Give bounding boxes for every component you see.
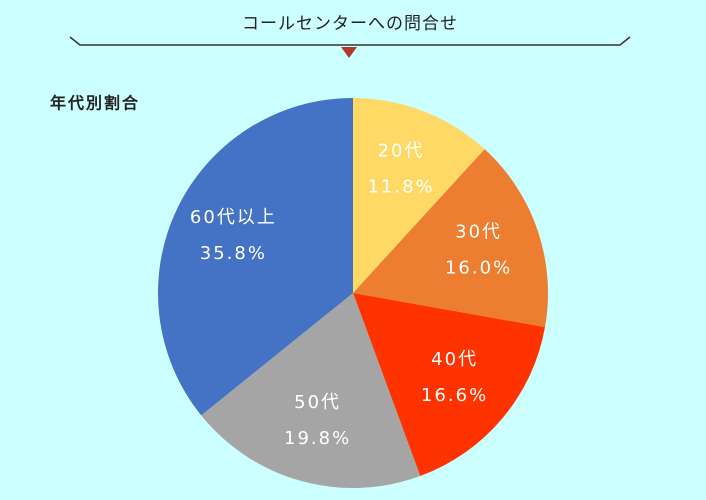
pie-slice: [353, 98, 485, 293]
slice-value-label: 16.0%: [445, 257, 512, 278]
slice-value-label: 35.8%: [200, 243, 267, 264]
slice-category-label: 60代以上: [190, 207, 277, 228]
chart-title: コールセンターへの問合せ: [242, 14, 458, 34]
chart-subtitle: 年代別割合: [50, 94, 140, 113]
title-bracket: [69, 36, 631, 46]
pie-slice: [201, 293, 421, 488]
slice-category-label: 30代: [455, 221, 502, 242]
slice-value-label: 16.6%: [421, 385, 488, 406]
pie-slice: [158, 98, 353, 416]
slice-category-label: 20代: [378, 140, 425, 161]
pie-slice: [353, 149, 548, 328]
pie: 20代 11.8% 30代 16.0% 40代 16.6% 50代 19.8% 60代以上 35.…: [158, 98, 548, 488]
pie-slice: [353, 293, 545, 477]
slice-value-label: 11.8%: [367, 176, 434, 197]
slice-category-label: 50代: [294, 392, 341, 413]
slice-category-label: 40代: [431, 349, 478, 370]
slice-value-label: 19.8%: [284, 428, 351, 449]
title-pointer: [341, 47, 357, 58]
